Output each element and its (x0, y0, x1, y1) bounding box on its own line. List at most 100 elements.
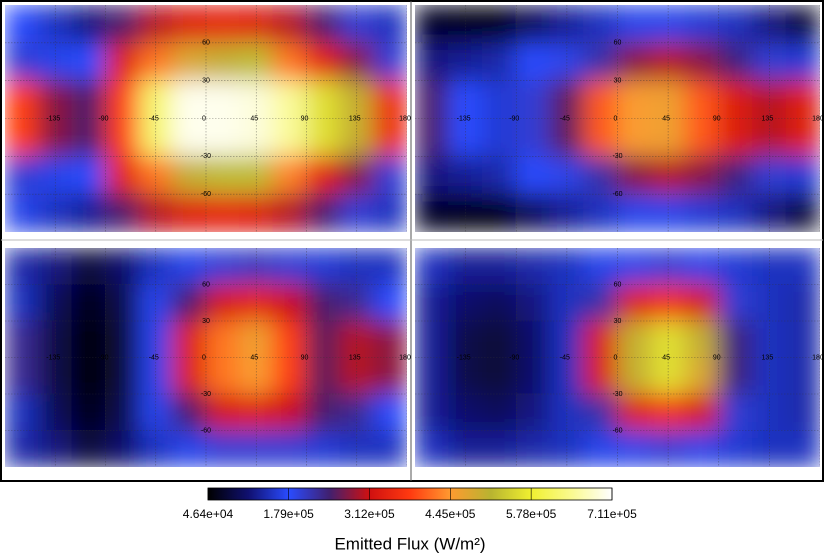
y-tick-label: 60 (614, 281, 622, 288)
heatmap-cell (684, 320, 720, 358)
heatmap-cell (172, 320, 207, 358)
heatmap-cell (272, 5, 307, 44)
x-tick-label: -90 (98, 115, 108, 122)
heatmap-cell (617, 248, 652, 285)
heatmap-cell (172, 430, 207, 467)
heatmap-cell (205, 393, 240, 431)
x-tick-label: 45 (250, 115, 258, 122)
y-tick-label: -60 (612, 427, 622, 434)
heatmap-cell (272, 284, 307, 322)
heatmap-cell (105, 118, 140, 157)
heatmap-cell (684, 42, 720, 82)
heatmap-cell (617, 320, 652, 358)
heatmap-cell (172, 80, 207, 119)
colorbar-label: Emitted Flux (W/m²) (334, 534, 485, 553)
heatmap-cell (205, 320, 240, 358)
heatmap-panel (415, 248, 820, 467)
heatmap-cell (306, 118, 341, 157)
heatmap-cell (482, 357, 517, 395)
heatmap-cell (5, 193, 39, 232)
heatmap-cell (718, 320, 753, 358)
heatmap-cell (105, 155, 140, 195)
heatmap-cell (583, 155, 618, 195)
heatmap-cell (785, 80, 820, 119)
heatmap-cell (306, 357, 341, 395)
y-tick-label: -30 (201, 153, 211, 160)
colorbar (207, 487, 613, 501)
heatmap-cell (718, 155, 753, 195)
heatmap-cell (482, 80, 517, 119)
colorbar-tick-label: 4.64e+04 (183, 507, 234, 521)
heatmap-cell (373, 5, 407, 44)
heatmap-cell (373, 357, 407, 395)
heatmap-cell (373, 118, 407, 157)
x-tick-label: 180 (399, 115, 411, 122)
heatmap-cell (306, 284, 341, 322)
heatmap-cell (583, 118, 618, 157)
heatmap-cell (306, 248, 341, 285)
x-tick-label: 90 (713, 354, 721, 361)
heatmap-cell (5, 118, 39, 157)
heatmap-cell (71, 393, 106, 431)
heatmap-cell (684, 357, 720, 395)
heatmap-cell (684, 284, 720, 322)
heatmap-cell (172, 5, 207, 44)
heatmap-cell (785, 393, 820, 431)
x-tick-label: 135 (762, 354, 774, 361)
heatmap-cell (482, 42, 517, 82)
heatmap-cell (71, 193, 106, 232)
heatmap-cell (583, 193, 618, 232)
x-tick-label: 0 (202, 354, 206, 361)
heatmap-cell (415, 42, 450, 82)
heatmap-cell (482, 393, 517, 431)
heatmap-cell (415, 357, 450, 395)
heatmap-cell (415, 248, 450, 285)
heatmap-cell (172, 193, 207, 232)
heatmap-cell (617, 155, 652, 195)
heatmap-cell (205, 155, 240, 195)
x-tick-label: -90 (98, 354, 108, 361)
x-tick-label: -45 (149, 115, 159, 122)
heatmap-cell (583, 393, 618, 431)
heatmap-cell (172, 284, 207, 322)
x-tick-label: 180 (812, 115, 824, 122)
heatmap-cell (549, 430, 585, 467)
y-tick-label: 30 (614, 78, 622, 85)
heatmap-cell (684, 193, 720, 232)
heatmap-cell (272, 430, 307, 467)
heatmap-cell (105, 5, 140, 44)
colorbar-tick-label: 1.79e+05 (263, 507, 314, 521)
heatmap-cell (718, 357, 753, 395)
heatmap-cell (38, 430, 73, 467)
y-tick-label: 30 (202, 78, 210, 85)
heatmap-panel (5, 248, 407, 467)
heatmap-cell (617, 393, 652, 431)
heatmap-cell (105, 320, 140, 358)
heatmap-cell (549, 393, 585, 431)
heatmap-cell (515, 155, 551, 195)
heatmap-cell (172, 248, 207, 285)
heatmap-cell (785, 320, 820, 358)
heatmap-cells (5, 5, 407, 232)
heatmap-cell (105, 80, 140, 119)
heatmap-cell (415, 430, 450, 467)
heatmap-cell (684, 155, 720, 195)
x-tick-label: 90 (713, 115, 721, 122)
heatmap-cell (482, 284, 517, 322)
x-tick-label: -45 (149, 354, 159, 361)
heatmap-cell (205, 42, 240, 82)
y-tick-label: -60 (201, 191, 211, 198)
heatmap-cell (515, 80, 551, 119)
heatmap-cell (515, 430, 551, 467)
heatmap-cell (306, 320, 341, 358)
heatmap-cell (105, 42, 140, 82)
heatmap-cell (515, 118, 551, 157)
heatmap-cell (272, 393, 307, 431)
heatmap-cell (5, 80, 39, 119)
heatmap-panel (415, 5, 820, 232)
frame (0, 0, 824, 482)
heatmap-cell (5, 248, 39, 285)
heatmap-cell (272, 357, 307, 395)
